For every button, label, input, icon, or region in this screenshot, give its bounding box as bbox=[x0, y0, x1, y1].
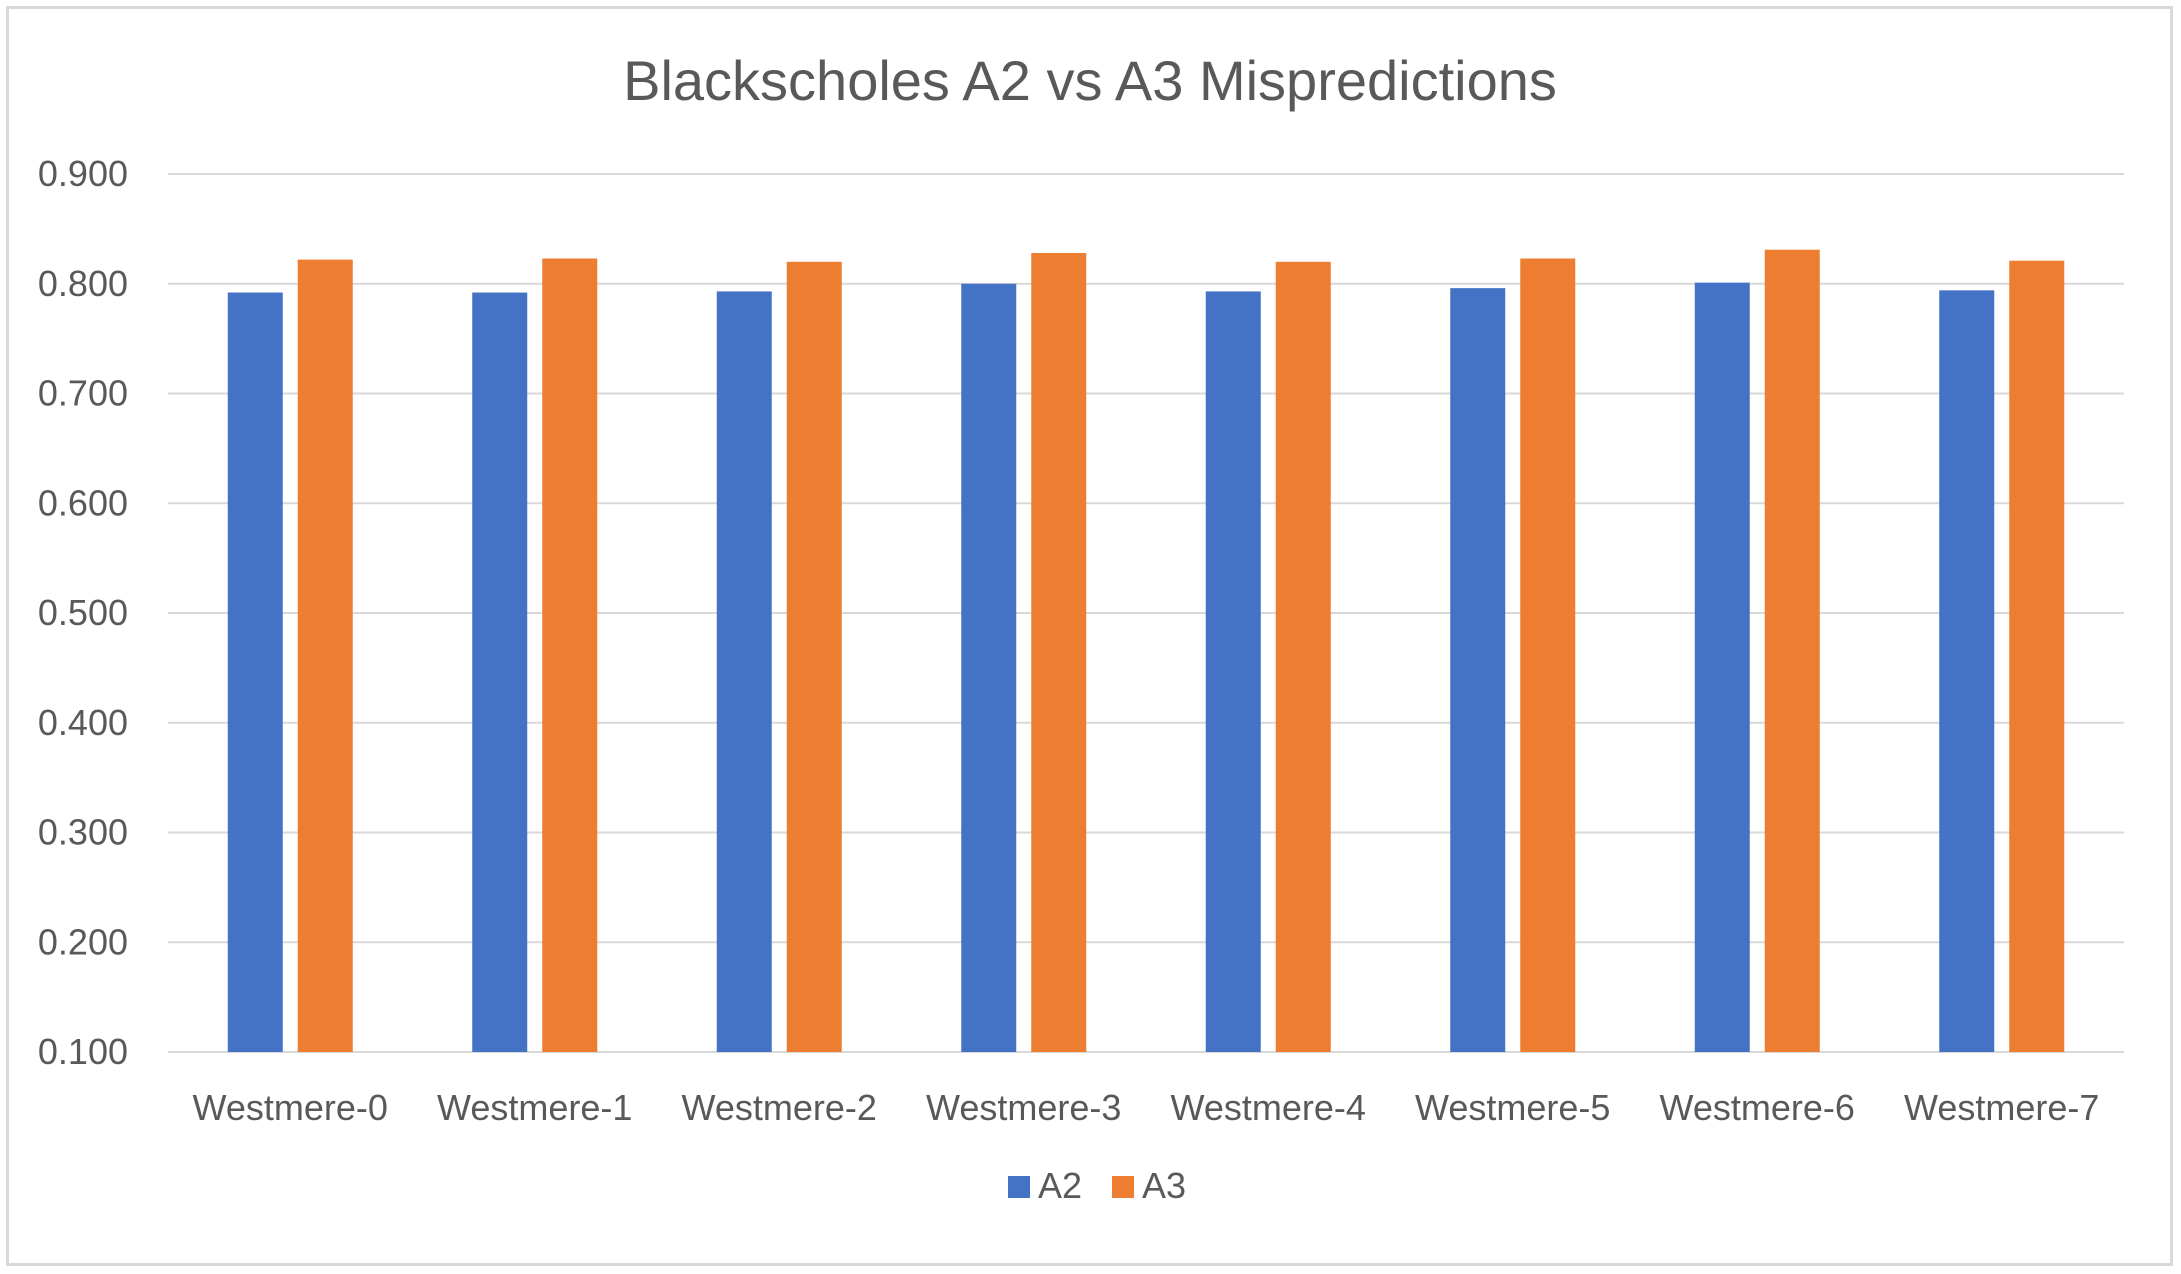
bar-a3-westmere-7 bbox=[2009, 260, 2065, 1052]
y-tick-label: 0.900 bbox=[38, 153, 128, 194]
x-tick-label: Westmere-2 bbox=[682, 1087, 877, 1128]
bars bbox=[227, 249, 2065, 1053]
y-tick-label: 0.100 bbox=[38, 1031, 128, 1072]
bar-a2-westmere-7 bbox=[1939, 290, 1995, 1053]
bar-a3-westmere-1 bbox=[542, 258, 598, 1052]
bar-a2-westmere-5 bbox=[1450, 288, 1506, 1052]
y-tick-label: 0.500 bbox=[38, 592, 128, 633]
y-axis-ticks: 0.100 0.200 0.300 0.400 0.500 0.600 0.700 0.800… bbox=[38, 153, 128, 1072]
x-tick-label: Westmere-6 bbox=[1660, 1087, 1855, 1128]
y-tick-label: 0.800 bbox=[38, 263, 128, 304]
y-tick-label: 0.600 bbox=[38, 482, 128, 523]
x-tick-label: Westmere-5 bbox=[1415, 1087, 1610, 1128]
x-tick-label: Westmere-1 bbox=[437, 1087, 632, 1128]
y-tick-label: 0.300 bbox=[38, 812, 128, 853]
chart-title: Blackscholes A2 vs A3 Mispredictions bbox=[623, 49, 1557, 112]
bar-a2-westmere-4 bbox=[1205, 291, 1261, 1052]
bar-a3-westmere-0 bbox=[297, 259, 353, 1053]
bar-a2-westmere-3 bbox=[961, 283, 1017, 1052]
gridlines bbox=[168, 173, 2124, 1053]
legend-swatch-a3 bbox=[1112, 1176, 1134, 1198]
x-tick-label: Westmere-3 bbox=[926, 1087, 1121, 1128]
bar-a2-westmere-1 bbox=[472, 292, 528, 1052]
bar-a3-westmere-6 bbox=[1764, 249, 1820, 1053]
y-tick-label: 0.400 bbox=[38, 702, 128, 743]
x-tick-label: Westmere-7 bbox=[1904, 1087, 2099, 1128]
y-tick-label: 0.200 bbox=[38, 921, 128, 962]
legend-label-a3: A3 bbox=[1142, 1165, 1186, 1206]
x-axis-ticks: Westmere-0 Westmere-1 Westmere-2 Westmere-3… bbox=[193, 1087, 2100, 1128]
bar-a3-westmere-4 bbox=[1275, 261, 1331, 1052]
bar-a3-westmere-3 bbox=[1031, 253, 1087, 1052]
bar-a2-westmere-6 bbox=[1694, 282, 1750, 1053]
bar-a2-westmere-0 bbox=[227, 292, 283, 1052]
legend: A2 A3 bbox=[1008, 1165, 1186, 1206]
bar-a2-westmere-2 bbox=[716, 291, 772, 1052]
legend-label-a2: A2 bbox=[1038, 1165, 1082, 1206]
legend-swatch-a2 bbox=[1008, 1176, 1030, 1198]
bar-a3-westmere-5 bbox=[1520, 258, 1576, 1052]
x-tick-label: Westmere-0 bbox=[193, 1087, 388, 1128]
y-tick-label: 0.700 bbox=[38, 373, 128, 414]
x-tick-label: Westmere-4 bbox=[1171, 1087, 1366, 1128]
bar-a3-westmere-2 bbox=[786, 261, 842, 1052]
